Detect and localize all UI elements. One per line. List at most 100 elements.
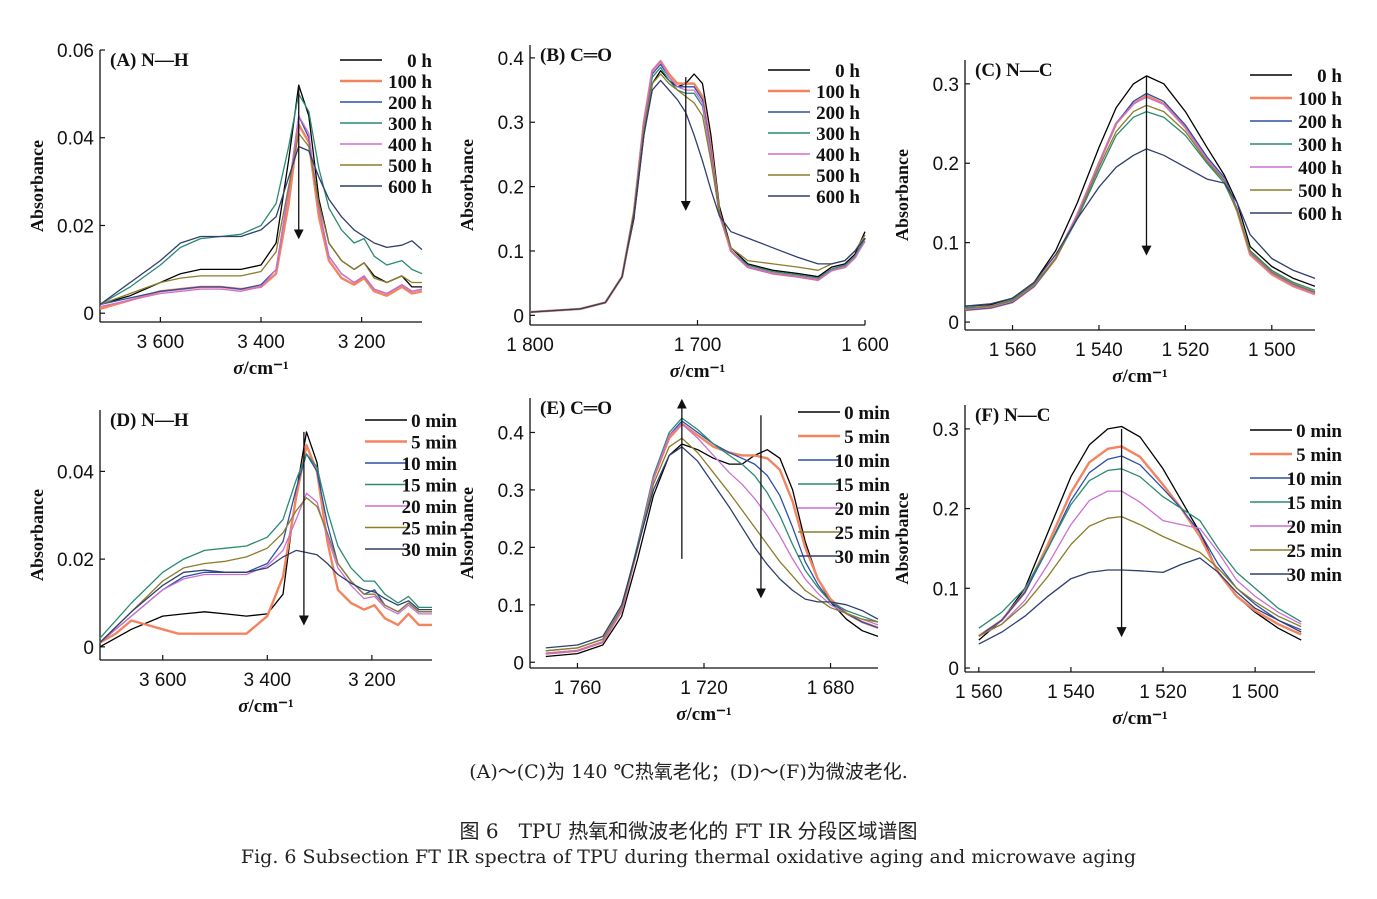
series-line	[964, 148, 1316, 307]
y-tick-label: 0.4	[498, 423, 525, 444]
legend-label: 600 h	[816, 187, 860, 208]
legend-label: 20 min	[1287, 517, 1343, 538]
legend-label: 25 min	[835, 523, 891, 544]
panel-a: 0 0.02 0.04 0.06 3 600 3 400 3 200 σ/cm⁻¹ Absorb…	[27, 41, 432, 379]
legend-label: 0 min	[411, 411, 457, 432]
y-tick-label: 0.3	[933, 420, 959, 441]
y-tick-label: 0.3	[498, 481, 524, 502]
legend-label: 200 h	[388, 93, 432, 114]
series-line	[978, 468, 1302, 629]
panel-f: 0 0.1 0.2 0.3 1 560 1 540 1 520 1 500 σ/cm⁻¹ Abso…	[892, 405, 1342, 729]
x-axis-label: σ/cm⁻¹	[1112, 366, 1168, 387]
y-tick-label: 0.4	[498, 49, 525, 70]
panel-label: (E) C═O	[540, 398, 612, 419]
legend-label: 600 h	[388, 177, 432, 198]
legend-label: 100 h	[388, 72, 432, 93]
legend-label: 0 h	[1317, 66, 1342, 87]
legend-label: 25 min	[1287, 541, 1343, 562]
legend-label: 600 h	[1298, 204, 1342, 225]
y-axis-label: Absorbance	[892, 492, 912, 584]
y-tick-label: 0.2	[933, 500, 959, 521]
x-axis-label: σ/cm⁻¹	[238, 696, 294, 717]
series-line	[99, 443, 432, 644]
series-line	[99, 115, 423, 308]
y-tick-label: 0.2	[498, 178, 524, 199]
x-tick-label: 3 400	[244, 670, 292, 691]
x-tick-label: 1 700	[674, 335, 722, 356]
x-axis-label: σ/cm⁻¹	[670, 361, 726, 382]
panel-label: (B) C═O	[540, 45, 612, 66]
figure-note: (A)～(C)为 140 ℃热氧老化；(D)～(F)为微波老化.	[469, 761, 908, 783]
series-line	[964, 94, 1316, 312]
series-line	[545, 437, 879, 652]
y-tick-label: 0	[83, 304, 94, 325]
y-tick-label: 0.2	[498, 538, 524, 559]
series-line	[99, 453, 432, 639]
series-line	[529, 63, 866, 313]
series-line	[99, 492, 432, 643]
series-line	[99, 145, 423, 306]
legend-label: 400 h	[816, 145, 860, 166]
x-axis-label: σ/cm⁻¹	[676, 704, 732, 725]
legend-label: 15 min	[1287, 493, 1343, 514]
series-line	[545, 443, 879, 658]
y-axis-label: Absorbance	[27, 140, 47, 232]
x-tick-label: 1 540	[1075, 340, 1123, 361]
series-line	[529, 66, 866, 313]
y-tick-label: 0.3	[933, 75, 959, 96]
x-tick-label: 1 500	[1248, 340, 1296, 361]
series-line	[978, 557, 1302, 645]
y-axis-label: Absorbance	[27, 489, 47, 581]
legend-label: 0 h	[835, 61, 860, 82]
legend-label: 30 min	[835, 547, 891, 568]
legend-label: 15 min	[402, 476, 458, 497]
legend-label: 5 min	[844, 427, 890, 448]
x-tick-label: 1 520	[1139, 682, 1187, 703]
legend-label: 5 min	[411, 433, 457, 454]
x-tick-label: 1 680	[807, 678, 855, 699]
series-line	[545, 446, 879, 649]
series-line	[99, 123, 423, 310]
panel-d: 0 0.02 0.04 3 600 3 400 3 200 σ/cm⁻¹ Absorbance…	[27, 410, 457, 717]
x-tick-label: 1 540	[1047, 682, 1095, 703]
series-line	[529, 70, 866, 313]
y-tick-label: 0.3	[498, 113, 524, 134]
series-line	[529, 79, 866, 313]
x-tick-label: 1 500	[1231, 682, 1279, 703]
series-line	[99, 549, 432, 643]
legend-label: 0 min	[1296, 421, 1342, 442]
series-line	[545, 420, 879, 655]
y-axis-label: Absorbance	[457, 139, 477, 231]
series-line	[99, 132, 422, 306]
y-tick-label: 0	[948, 313, 959, 334]
legend-label: 200 h	[1298, 112, 1342, 133]
figure-caption-cn: 图 6 TPU 热氧和微波老化的 FT IR 分段区域谱图	[459, 819, 918, 843]
panel-label: (D) N—H	[110, 410, 189, 431]
legend-label: 10 min	[1287, 469, 1343, 490]
y-tick-label: 0	[513, 653, 524, 674]
y-tick-label: 0	[83, 638, 94, 659]
x-tick-label: 3 400	[237, 332, 285, 353]
y-axis-label: Absorbance	[892, 149, 912, 241]
x-axis-label: σ/cm⁻¹	[233, 358, 289, 379]
y-tick-label: 0.1	[498, 242, 524, 263]
legend-label: 5 min	[1296, 445, 1342, 466]
series-line	[99, 93, 423, 306]
y-tick-label: 0.04	[57, 462, 94, 483]
ftir-figure: 0 0.02 0.04 0.06 3 600 3 400 3 200 σ/cm⁻¹ Absorb…	[27, 41, 1342, 729]
legend-label: 0 min	[844, 403, 890, 424]
y-tick-label: 0.1	[498, 596, 524, 617]
x-tick-label: 1 520	[1162, 340, 1210, 361]
legend-label: 30 min	[402, 540, 458, 561]
legend-label: 0 h	[407, 51, 432, 72]
series-line	[99, 497, 432, 643]
y-tick-label: 0.1	[933, 579, 959, 600]
legend-label: 400 h	[1298, 158, 1342, 179]
legend-label: 20 min	[835, 499, 891, 520]
y-tick-label: 0.04	[57, 129, 94, 150]
y-tick-label: 0	[513, 306, 524, 327]
x-tick-label: 3 200	[348, 670, 396, 691]
x-tick-label: 1 600	[841, 335, 889, 356]
panel-label: (C) N—C	[975, 60, 1053, 81]
series-line	[964, 96, 1316, 311]
